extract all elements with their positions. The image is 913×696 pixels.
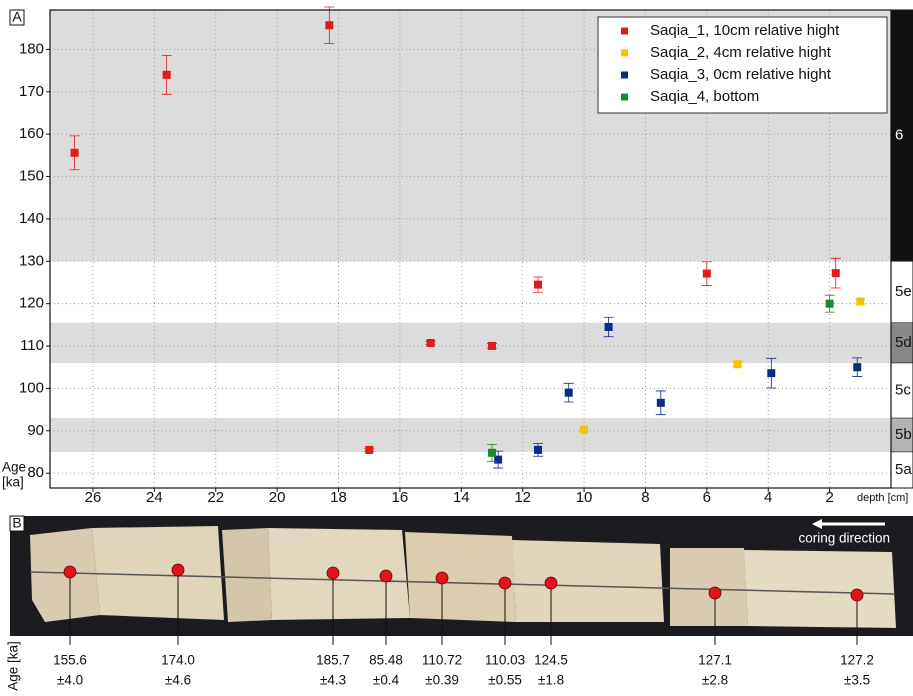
legend-label: Saqia_3, 0cm relative hight [650, 66, 832, 83]
mis-label: 5d [895, 334, 912, 351]
sample-error: ±0.55 [488, 673, 522, 688]
point [427, 339, 435, 347]
sample-age: 185.7 [316, 653, 350, 668]
sample-age: 127.2 [840, 653, 874, 668]
direction-label: coring direction [798, 531, 890, 546]
band [50, 323, 891, 363]
sample-error: ±4.3 [320, 673, 346, 688]
point [832, 269, 840, 277]
point [565, 389, 573, 397]
band [50, 452, 891, 488]
point [325, 21, 333, 29]
legend-label: Saqia_4, bottom [650, 88, 759, 105]
point [853, 363, 861, 371]
figure: 6 5e 5d 5c 5b 5a 80 90 100 110 120 130 140 150 160 170… [0, 0, 913, 696]
sample-dot [709, 587, 721, 599]
y-tick-label: 180 [19, 40, 44, 57]
core-piece [222, 528, 272, 622]
legend-label: Saqia_1, 10cm relative hight [650, 22, 840, 39]
core-axis-label: Age [ka] [6, 641, 21, 691]
sample-dot [436, 572, 448, 584]
panel-label: B [12, 515, 21, 531]
mis-label: 5a [895, 461, 912, 478]
core-piece [744, 550, 896, 628]
mis-label: 5c [895, 382, 911, 399]
sample-error: ±0.39 [425, 673, 459, 688]
core-piece [512, 540, 664, 622]
y-tick-label: 100 [19, 379, 44, 396]
point [856, 298, 864, 306]
y-tick-label: 110 [20, 337, 44, 354]
sample-error: ±1.8 [538, 673, 564, 688]
y-tick-label: 130 [19, 252, 44, 269]
sample-error: ±2.8 [702, 673, 728, 688]
legend-swatch [621, 94, 628, 101]
y-tick-label: 140 [19, 210, 44, 227]
point [488, 449, 496, 457]
legend-swatch [621, 28, 628, 35]
point [826, 300, 834, 308]
x-axis-label: depth [cm] [857, 492, 908, 504]
sample-dot [64, 566, 76, 578]
band [50, 261, 891, 322]
sample-dot [327, 567, 339, 579]
sample-dot [851, 589, 863, 601]
sample-error: ±4.0 [57, 673, 83, 688]
point [580, 426, 588, 434]
sample-age: 174.0 [161, 653, 195, 668]
y-tick-label: 150 [19, 168, 44, 185]
sample-age: 85.48 [369, 653, 403, 668]
mis-header: MIS [894, 12, 910, 22]
sample-dot [380, 570, 392, 582]
point [163, 71, 171, 79]
sample-age: 110.72 [422, 653, 462, 668]
core-piece [92, 526, 224, 620]
point [734, 360, 742, 368]
band [50, 363, 891, 418]
legend: Saqia_1, 10cm relative hight Saqia_2, 4cm… [598, 17, 887, 113]
y-tick-label: 90 [27, 422, 44, 439]
band [50, 418, 891, 452]
sample-error: ±3.5 [844, 673, 870, 688]
y-tick-label: 80 [27, 464, 44, 481]
legend-swatch [621, 50, 628, 57]
point [767, 369, 775, 377]
sample-dot [499, 577, 511, 589]
point [534, 281, 542, 289]
sample-age: 127.1 [698, 653, 732, 668]
legend-label: Saqia_2, 4cm relative hight [650, 44, 832, 61]
sample-dot [545, 577, 557, 589]
sample-age: 124.5 [534, 653, 568, 668]
mis-label: 5e [895, 283, 912, 300]
y-axis-label: [ka] [2, 475, 24, 490]
y-tick-label: 170 [19, 83, 44, 100]
sample-age: 110.03 [485, 653, 525, 668]
core-piece [405, 532, 516, 622]
y-axis-label: Age [2, 460, 26, 475]
core-piece [670, 548, 748, 626]
panel-label: A [12, 9, 22, 25]
mis-label: 6 [895, 127, 903, 144]
y-tick-label: 160 [19, 125, 44, 142]
point [71, 149, 79, 157]
point [703, 270, 711, 278]
sample-error: ±4.6 [165, 673, 191, 688]
sample-dot [172, 564, 184, 576]
legend-swatch [621, 72, 628, 79]
sample-age: 155.6 [53, 653, 87, 668]
point [605, 323, 613, 331]
sample-error: ±0.4 [373, 673, 400, 688]
point [365, 446, 373, 454]
point [534, 446, 542, 454]
y-tick-label: 120 [19, 295, 44, 312]
mis-label: 5b [895, 426, 912, 443]
point [488, 342, 496, 350]
point [657, 399, 665, 407]
